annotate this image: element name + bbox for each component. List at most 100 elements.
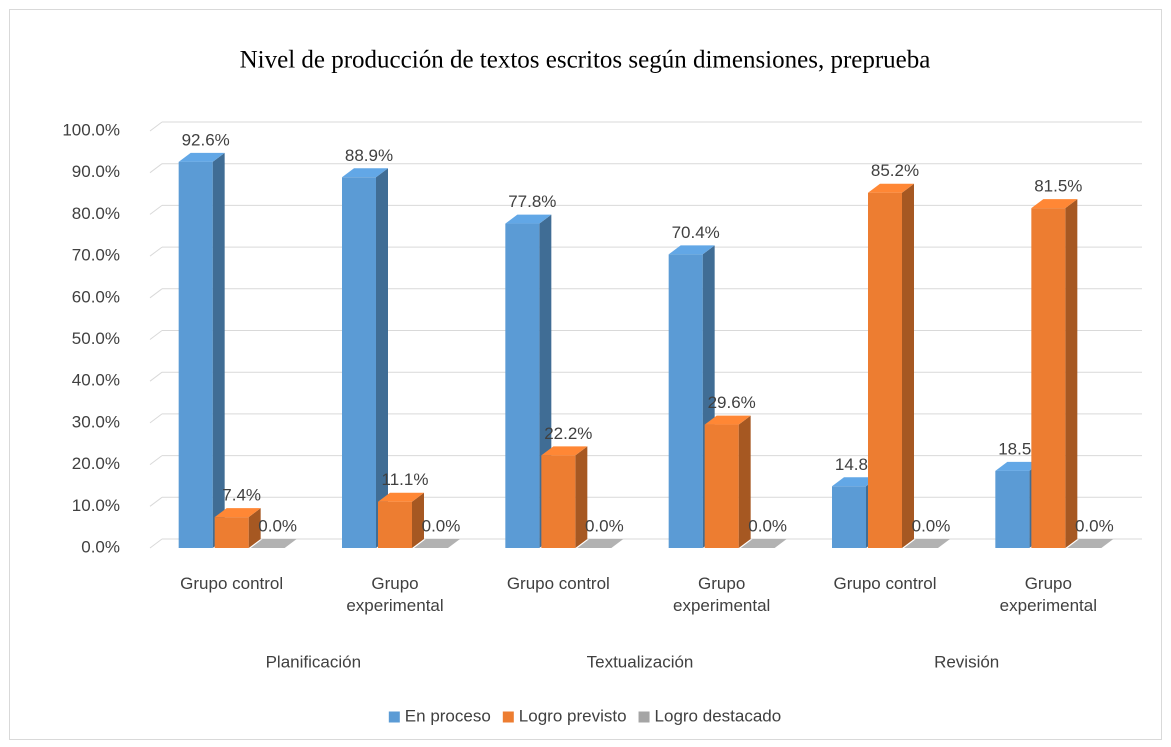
bar (414, 539, 460, 548)
y-tick-label: 30.0% (72, 412, 120, 431)
y-tick-label: 90.0% (72, 162, 120, 181)
bar (1031, 199, 1078, 548)
bar (178, 152, 225, 548)
bar (577, 539, 624, 548)
bar-top (214, 508, 261, 518)
y-tick-label: 50.0% (72, 329, 120, 348)
data-label: 22.2% (544, 424, 592, 443)
x-tick-label-box: Grupo experimental (999, 574, 1097, 615)
bar-top (1031, 199, 1078, 209)
bar-top (541, 446, 588, 456)
bar-side (738, 415, 751, 548)
bar-side (412, 492, 424, 548)
x-tick-label-box: Grupo experimental (673, 574, 770, 615)
bar-front (378, 501, 412, 548)
bar-top (995, 461, 1042, 471)
bar (250, 539, 297, 548)
data-label: 85.2% (871, 161, 919, 180)
bar-top (704, 415, 751, 425)
legend-swatch (502, 711, 514, 723)
x-tick-label-box: Grupo control (833, 574, 937, 593)
bar-front (832, 486, 866, 548)
bar-top (414, 539, 460, 548)
group-label: Revisión (934, 652, 999, 671)
bar-top (250, 539, 297, 548)
data-label: 92.6% (182, 130, 230, 149)
data-label: 88.9% (345, 146, 393, 165)
grid-line-side (149, 204, 163, 215)
data-label: 11.1% (382, 470, 429, 489)
bar (541, 446, 588, 548)
bar-top (904, 539, 950, 548)
group-label: Textualización (587, 652, 694, 671)
bar-top (832, 477, 878, 487)
legend-swatch (638, 711, 650, 723)
x-tick-label: Grupo control (506, 574, 610, 593)
y-tick-label: 100.0% (62, 120, 120, 139)
grid-line-side (149, 496, 163, 507)
data-label: 0.0% (748, 516, 787, 535)
group-label: Planificación (266, 652, 361, 671)
data-label: 77.8% (508, 192, 556, 211)
data-label: 0.0% (258, 516, 297, 535)
y-tick-label: 10.0% (72, 496, 120, 515)
bar-front (668, 254, 703, 548)
grid-line-side (149, 455, 163, 466)
bar (904, 539, 950, 548)
bar (704, 415, 751, 548)
bar-top (868, 183, 914, 193)
bar-front (868, 192, 902, 548)
data-label: 0.0% (585, 516, 624, 535)
grid-line-side (149, 121, 163, 132)
y-tick-label: 80.0% (72, 204, 120, 223)
bar-side (376, 168, 388, 549)
x-tick-label: Grupo experimental (999, 574, 1097, 615)
y-tick-label: 0.0% (81, 537, 120, 556)
data-label: 29.6% (708, 393, 756, 412)
bar-front (995, 470, 1030, 548)
bar-top (577, 539, 624, 548)
grid-line-side (149, 288, 163, 299)
bar-side (575, 446, 588, 548)
bar (868, 183, 914, 548)
bar-front (541, 455, 576, 548)
bar (1067, 539, 1114, 548)
y-tick-label: 70.0% (72, 246, 120, 265)
grid-line-side (149, 330, 163, 340)
bar-side (902, 183, 914, 548)
grid-line-side (149, 413, 163, 424)
bar (214, 508, 261, 548)
y-tick-label: 20.0% (72, 454, 120, 473)
legend-label: En proceso (405, 706, 491, 725)
chart-title: Nivel de producción de textos escritos s… (240, 47, 931, 74)
data-label: 81.5% (1034, 177, 1082, 196)
bar-front (178, 161, 213, 548)
data-label: 0.0% (1075, 516, 1114, 535)
bar-top (1067, 539, 1114, 548)
bar-top (740, 539, 787, 548)
grid-line-side (149, 163, 163, 174)
bar-top (342, 168, 388, 178)
data-label: 7.4% (222, 486, 261, 505)
bar-top (178, 152, 225, 162)
grid-line-side (149, 538, 163, 549)
bar-side (248, 508, 261, 548)
bar-front (1031, 208, 1066, 548)
bar (740, 539, 787, 548)
bar-front (214, 517, 249, 548)
x-tick-label: Grupo experimental (346, 574, 444, 615)
grid-line-side (149, 246, 163, 257)
y-tick-label: 40.0% (72, 371, 120, 390)
bar-top (505, 214, 552, 224)
x-tick-label-box: Grupo experimental (346, 574, 444, 615)
x-tick-label-box: Grupo control (506, 574, 610, 593)
bar-front (342, 177, 376, 549)
bar (342, 168, 388, 549)
legend-swatch (388, 711, 400, 723)
data-label: 0.0% (912, 516, 951, 535)
bar-side (1065, 199, 1078, 548)
x-tick-label: Grupo control (833, 574, 937, 593)
data-label: 0.0% (422, 516, 461, 535)
data-label: 70.4% (672, 223, 720, 242)
